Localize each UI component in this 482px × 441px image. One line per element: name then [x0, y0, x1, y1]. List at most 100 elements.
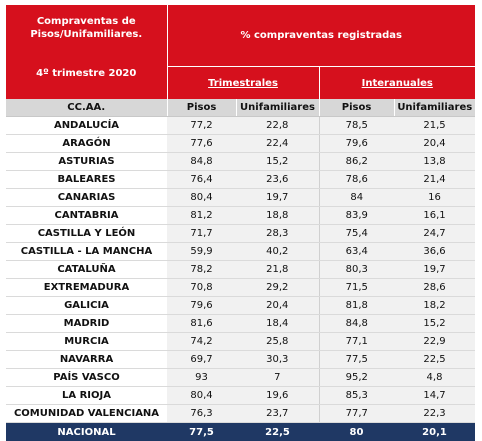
- cell-pisos-trimestral: 69,7: [167, 351, 236, 369]
- cell-unifamiliares-trimestral: 7: [236, 369, 319, 387]
- column-header-ccaa: CC.AA.: [6, 99, 167, 117]
- total-name: NACIONAL: [6, 423, 167, 441]
- cell-pisos-trimestral: 80,4: [167, 387, 236, 405]
- cell-unifamiliares-trimestral: 20,4: [236, 297, 319, 315]
- cell-unifamiliares-trimestral: 40,2: [236, 243, 319, 261]
- region-name: ARAGÓN: [6, 135, 167, 153]
- cell-pisos-trimestral: 76,4: [167, 171, 236, 189]
- cell-pisos-trimestral: 93: [167, 369, 236, 387]
- cell-unifamiliares-interanual: 14,7: [394, 387, 475, 405]
- cell-pisos-interanual: 77,1: [319, 333, 394, 351]
- cell-pisos-trimestral: 59,9: [167, 243, 236, 261]
- cell-pisos-trimestral: 74,2: [167, 333, 236, 351]
- cell-pisos-trimestral: 76,3: [167, 405, 236, 423]
- cell-unifamiliares-trimestral: 19,6: [236, 387, 319, 405]
- cell-unifamiliares-interanual: 16: [394, 189, 475, 207]
- cell-unifamiliares-trimestral: 21,8: [236, 261, 319, 279]
- cell-pisos-trimestral: 81,2: [167, 207, 236, 225]
- cell-unifamiliares-trimestral: 19,7: [236, 189, 319, 207]
- cell-unifamiliares-trimestral: 23,7: [236, 405, 319, 423]
- cell-unifamiliares-trimestral: 28,3: [236, 225, 319, 243]
- region-name: MURCIA: [6, 333, 167, 351]
- cell-unifamiliares-interanual: 15,2: [394, 315, 475, 333]
- compraventas-table-container: Compraventas de Pisos/Unifamiliares. 4º …: [6, 5, 475, 441]
- cell-unifamiliares-interanual: 4,8: [394, 369, 475, 387]
- cell-unifamiliares-interanual: 24,7: [394, 225, 475, 243]
- cell-pisos-interanual: 79,6: [319, 135, 394, 153]
- column-header-pisos-interanual: Pisos: [319, 99, 394, 117]
- compraventas-table: Compraventas de Pisos/Unifamiliares. 4º …: [6, 5, 475, 441]
- cell-unifamiliares-interanual: 18,2: [394, 297, 475, 315]
- cell-pisos-trimestral: 79,6: [167, 297, 236, 315]
- cell-pisos-trimestral: 77,6: [167, 135, 236, 153]
- cell-unifamiliares-interanual: 22,3: [394, 405, 475, 423]
- cell-pisos-interanual: 75,4: [319, 225, 394, 243]
- cell-unifamiliares-interanual: 36,6: [394, 243, 475, 261]
- cell-pisos-interanual: 63,4: [319, 243, 394, 261]
- region-name: GALICIA: [6, 297, 167, 315]
- total-pisos-trimestral: 77,5: [167, 423, 236, 441]
- region-name: ANDALUCÍA: [6, 117, 167, 135]
- region-name: BALEARES: [6, 171, 167, 189]
- region-name: CANARIAS: [6, 189, 167, 207]
- cell-pisos-interanual: 85,3: [319, 387, 394, 405]
- cell-unifamiliares-trimestral: 23,6: [236, 171, 319, 189]
- table-title-line1: Compraventas de: [37, 16, 136, 27]
- cell-unifamiliares-trimestral: 25,8: [236, 333, 319, 351]
- cell-pisos-interanual: 95,2: [319, 369, 394, 387]
- cell-unifamiliares-trimestral: 22,8: [236, 117, 319, 135]
- cell-unifamiliares-interanual: 20,4: [394, 135, 475, 153]
- cell-unifamiliares-interanual: 19,7: [394, 261, 475, 279]
- region-name: CANTABRIA: [6, 207, 167, 225]
- cell-pisos-interanual: 78,6: [319, 171, 394, 189]
- cell-unifamiliares-interanual: 13,8: [394, 153, 475, 171]
- region-name: NAVARRA: [6, 351, 167, 369]
- region-name: COMUNIDAD VALENCIANA: [6, 405, 167, 423]
- cell-unifamiliares-trimestral: 18,8: [236, 207, 319, 225]
- cell-unifamiliares-trimestral: 29,2: [236, 279, 319, 297]
- cell-unifamiliares-interanual: 28,6: [394, 279, 475, 297]
- total-unifamiliares-trimestral: 22,5: [236, 423, 319, 441]
- region-name: CASTILLA Y LEÓN: [6, 225, 167, 243]
- table-title-line2: Pisos/Unifamiliares.: [30, 29, 142, 40]
- cell-pisos-trimestral: 80,4: [167, 189, 236, 207]
- region-name: CASTILLA - LA MANCHA: [6, 243, 167, 261]
- cell-pisos-interanual: 77,7: [319, 405, 394, 423]
- cell-pisos-trimestral: 71,7: [167, 225, 236, 243]
- cell-pisos-trimestral: 78,2: [167, 261, 236, 279]
- cell-unifamiliares-trimestral: 22,4: [236, 135, 319, 153]
- table-title-cell: Compraventas de Pisos/Unifamiliares. 4º …: [6, 5, 167, 99]
- cell-pisos-interanual: 84,8: [319, 315, 394, 333]
- column-header-unifamiliares-trimestral: Unifamiliares: [236, 99, 319, 117]
- cell-unifamiliares-interanual: 22,5: [394, 351, 475, 369]
- cell-pisos-trimestral: 70,8: [167, 279, 236, 297]
- cell-unifamiliares-interanual: 22,9: [394, 333, 475, 351]
- cell-pisos-interanual: 80,3: [319, 261, 394, 279]
- cell-unifamiliares-interanual: 21,5: [394, 117, 475, 135]
- table-row-total: NACIONAL 77,5 22,5 80 20,1: [6, 423, 475, 441]
- cell-unifamiliares-interanual: 16,1: [394, 207, 475, 225]
- region-name: CATALUÑA: [6, 261, 167, 279]
- cell-pisos-interanual: 81,8: [319, 297, 394, 315]
- region-name: ASTURIAS: [6, 153, 167, 171]
- total-unifamiliares-interanual: 20,1: [394, 423, 475, 441]
- cell-unifamiliares-interanual: 21,4: [394, 171, 475, 189]
- main-header-title: % compraventas registradas: [167, 5, 475, 67]
- cell-pisos-interanual: 71,5: [319, 279, 394, 297]
- column-header-pisos-trimestral: Pisos: [167, 99, 236, 117]
